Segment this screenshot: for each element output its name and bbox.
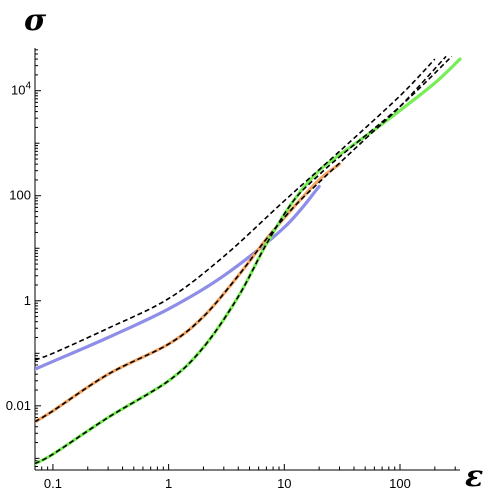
dashed-series-4 [35, 55, 447, 423]
series-layer [35, 55, 462, 466]
x-tick-label: 100 [389, 476, 411, 491]
y-tick-label: 104 [11, 81, 31, 98]
x-tick-label: 0.1 [44, 476, 62, 491]
dashed-series-3 [35, 58, 436, 361]
solid-series-0 [35, 184, 321, 371]
x-axis-title: ε [465, 459, 483, 494]
y-tick-label: 0.01 [6, 398, 31, 413]
x-tick-label: 1 [165, 476, 172, 491]
axes: 0.1 1 10 100 0.01 1 100 104 [6, 48, 460, 491]
y-tick-label: 100 [9, 188, 31, 203]
y-axis-title: σ [24, 3, 47, 38]
x-tick-label: 10 [277, 476, 291, 491]
y-tick-label: 1 [24, 293, 31, 308]
dashed-series-5 [35, 55, 453, 465]
